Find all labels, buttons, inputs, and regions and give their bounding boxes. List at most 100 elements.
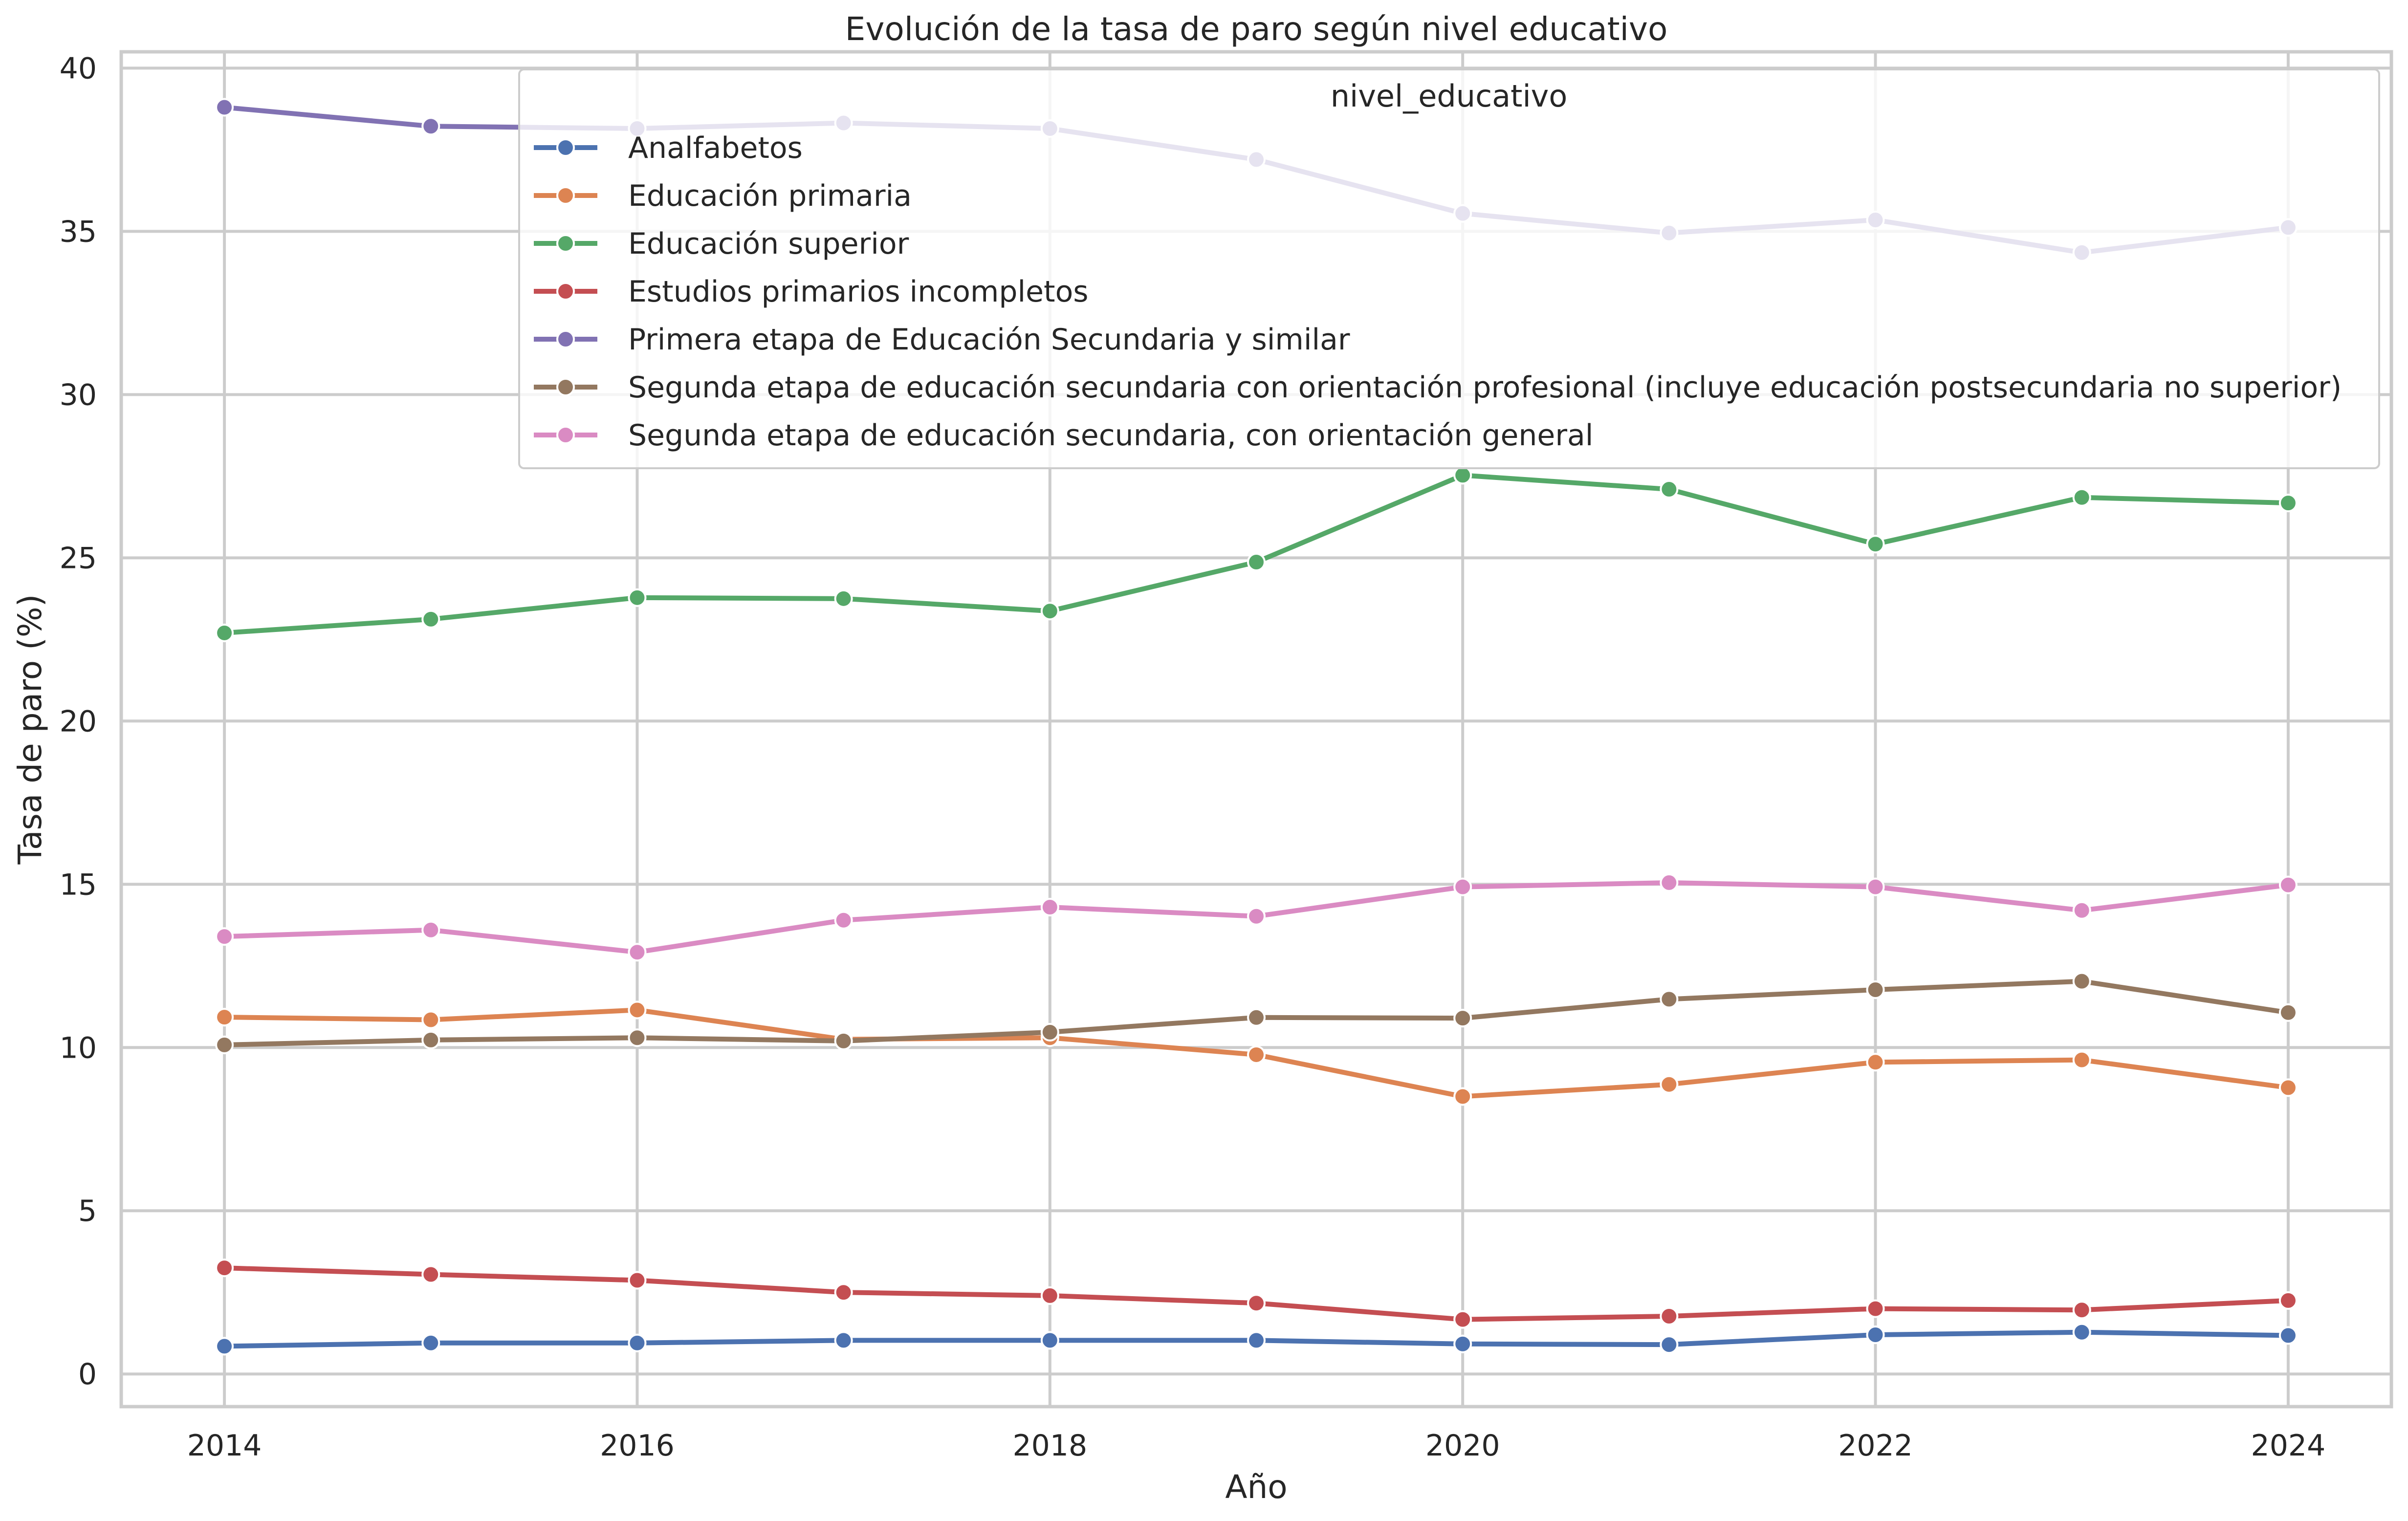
x-tick-label: 2020 bbox=[1425, 1429, 1500, 1463]
legend-box bbox=[518, 68, 2380, 469]
legend-item: Segunda etapa de educación secundaria co… bbox=[534, 370, 2342, 405]
data-point bbox=[1453, 1310, 1472, 1329]
data-point bbox=[2072, 488, 2091, 507]
legend-item: Primera etapa de Educación Secundaria y … bbox=[534, 323, 1350, 357]
y-tick-label: 30 bbox=[60, 378, 97, 412]
legend-marker bbox=[556, 426, 575, 444]
legend-marker bbox=[556, 138, 575, 157]
x-tick-label: 2018 bbox=[1012, 1429, 1087, 1463]
data-point bbox=[2072, 1301, 2091, 1320]
data-point bbox=[1660, 990, 1679, 1009]
data-point bbox=[2278, 1078, 2298, 1097]
legend-items: Analfabetos Educación primaria Educación s… bbox=[534, 131, 2342, 453]
data-point bbox=[628, 588, 647, 607]
data-point bbox=[215, 927, 234, 946]
data-point bbox=[1453, 1087, 1472, 1106]
data-point bbox=[1453, 877, 1472, 896]
data-point bbox=[1660, 1335, 1679, 1354]
legend-marker bbox=[556, 378, 575, 396]
data-point bbox=[2278, 494, 2298, 513]
legend-label: Educación primaria bbox=[628, 179, 912, 213]
x-tick-label: 2022 bbox=[1838, 1429, 1913, 1463]
data-point bbox=[1453, 1334, 1472, 1353]
series-3 bbox=[215, 466, 2298, 642]
data-point bbox=[1247, 907, 1266, 926]
y-tick-label: 20 bbox=[60, 704, 97, 739]
data-point bbox=[1866, 1299, 1885, 1318]
data-point bbox=[628, 1271, 647, 1290]
data-point bbox=[1247, 1331, 1266, 1350]
data-point bbox=[1040, 1022, 1059, 1042]
series-6 bbox=[215, 972, 2298, 1054]
data-point bbox=[2072, 901, 2091, 920]
legend-marker bbox=[556, 186, 575, 205]
legend-label: Estudios primarios incompletos bbox=[628, 275, 1089, 309]
data-point bbox=[628, 943, 647, 962]
legend-marker bbox=[556, 282, 575, 301]
data-point bbox=[1660, 873, 1679, 892]
data-point bbox=[2278, 1291, 2298, 1310]
chart-title: Evolución de la tasa de paro según nivel… bbox=[845, 10, 1668, 48]
data-point bbox=[421, 117, 440, 136]
data-point bbox=[1040, 1331, 1059, 1350]
series-4 bbox=[215, 1259, 2298, 1329]
data-point bbox=[1660, 1075, 1679, 1094]
data-point bbox=[834, 1283, 853, 1302]
y-tick-label: 0 bbox=[78, 1357, 97, 1391]
data-point bbox=[1866, 1325, 1885, 1345]
data-point bbox=[1040, 1286, 1059, 1305]
data-point bbox=[421, 1333, 440, 1352]
legend-item: Analfabetos bbox=[534, 131, 803, 165]
data-point bbox=[834, 1331, 853, 1350]
data-point bbox=[1866, 1053, 1885, 1072]
y-tick-label: 10 bbox=[60, 1031, 97, 1065]
series-1 bbox=[215, 1323, 2298, 1356]
y-tick-label: 40 bbox=[60, 51, 97, 86]
legend-label: Educación superior bbox=[628, 227, 909, 261]
x-axis-ticks: 2014 2016 2018 2020 2022 2024 bbox=[187, 1429, 2326, 1463]
y-tick-label: 35 bbox=[60, 215, 97, 249]
data-point bbox=[834, 589, 853, 608]
data-point bbox=[1660, 480, 1679, 499]
data-point bbox=[215, 623, 234, 642]
legend-marker bbox=[556, 234, 575, 253]
data-point bbox=[1866, 877, 1885, 896]
data-point bbox=[215, 1035, 234, 1054]
legend-item: Educación primaria bbox=[534, 179, 912, 213]
data-point bbox=[215, 98, 234, 117]
series-2 bbox=[215, 1000, 2298, 1106]
data-point bbox=[628, 1028, 647, 1047]
legend-item: Educación superior bbox=[534, 227, 909, 261]
data-point bbox=[628, 1000, 647, 1020]
y-axis-ticks: 0 5 10 15 20 25 30 35 40 bbox=[60, 51, 97, 1391]
data-point bbox=[2278, 1003, 2298, 1022]
data-point bbox=[215, 1259, 234, 1278]
data-point bbox=[1247, 1008, 1266, 1027]
legend-label: Segunda etapa de educación secundaria co… bbox=[628, 370, 2342, 405]
y-tick-label: 25 bbox=[60, 541, 97, 575]
data-point bbox=[421, 1010, 440, 1029]
data-point bbox=[1040, 602, 1059, 621]
legend-title: nivel_educativo bbox=[1331, 78, 1568, 114]
data-point bbox=[421, 920, 440, 939]
x-tick-label: 2014 bbox=[187, 1429, 262, 1463]
y-axis-label: Tasa de paro (%) bbox=[11, 594, 49, 865]
data-point bbox=[215, 1008, 234, 1027]
data-point bbox=[1866, 980, 1885, 1000]
x-tick-label: 2024 bbox=[2251, 1429, 2326, 1463]
y-tick-label: 5 bbox=[78, 1194, 97, 1228]
legend-label: Primera etapa de Educación Secundaria y … bbox=[628, 323, 1350, 357]
plot-frame bbox=[119, 50, 2393, 1409]
data-point bbox=[1040, 898, 1059, 917]
data-point bbox=[628, 1333, 647, 1352]
legend: nivel_educativo Analfabetos Educación pri… bbox=[518, 68, 2380, 469]
data-point bbox=[421, 1030, 440, 1049]
y-tick-label: 15 bbox=[60, 868, 97, 902]
data-point bbox=[1247, 553, 1266, 572]
data-point bbox=[2072, 972, 2091, 991]
data-point bbox=[834, 911, 853, 930]
data-point bbox=[215, 1337, 234, 1356]
data-point bbox=[2072, 1323, 2091, 1342]
series-7 bbox=[215, 873, 2298, 962]
